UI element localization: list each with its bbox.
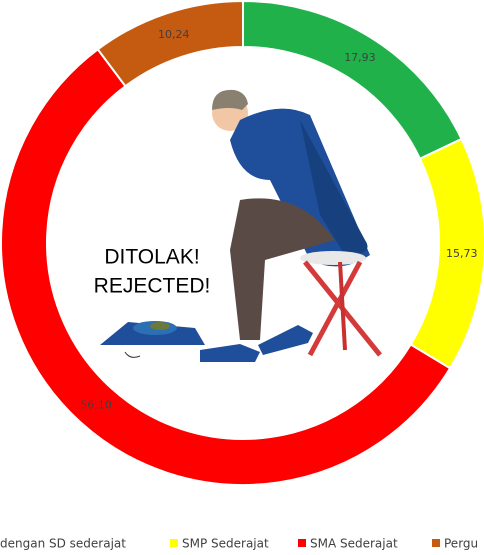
illustration	[100, 90, 380, 362]
legend-label: dengan SD sederajat	[0, 537, 126, 551]
data-label: 17,93	[344, 51, 376, 64]
legend-label: Pergu	[444, 537, 478, 551]
data-label: 15,73	[446, 247, 478, 260]
page: {"chart_data": {"type": "donut", "catego…	[0, 0, 484, 555]
legend-label: SMA Sederajat	[310, 537, 398, 551]
annotation: DITOLAK!	[104, 246, 199, 269]
donut-segment	[98, 1, 243, 86]
legend-label: SMP Sederajat	[182, 537, 269, 551]
data-label: 56,10	[80, 398, 112, 411]
annotation: REJECTED!	[94, 275, 211, 298]
legend: dengan SD sederajat SMP Sederajat SMA Sede…	[0, 537, 478, 551]
legend-swatch	[298, 539, 306, 547]
legend-swatch	[170, 539, 178, 547]
data-label: 10,24	[158, 28, 190, 41]
legend-swatch	[432, 539, 440, 547]
chart: 17,9315,7356,1010,24 DITOLAK! REJECTED! …	[0, 0, 484, 555]
